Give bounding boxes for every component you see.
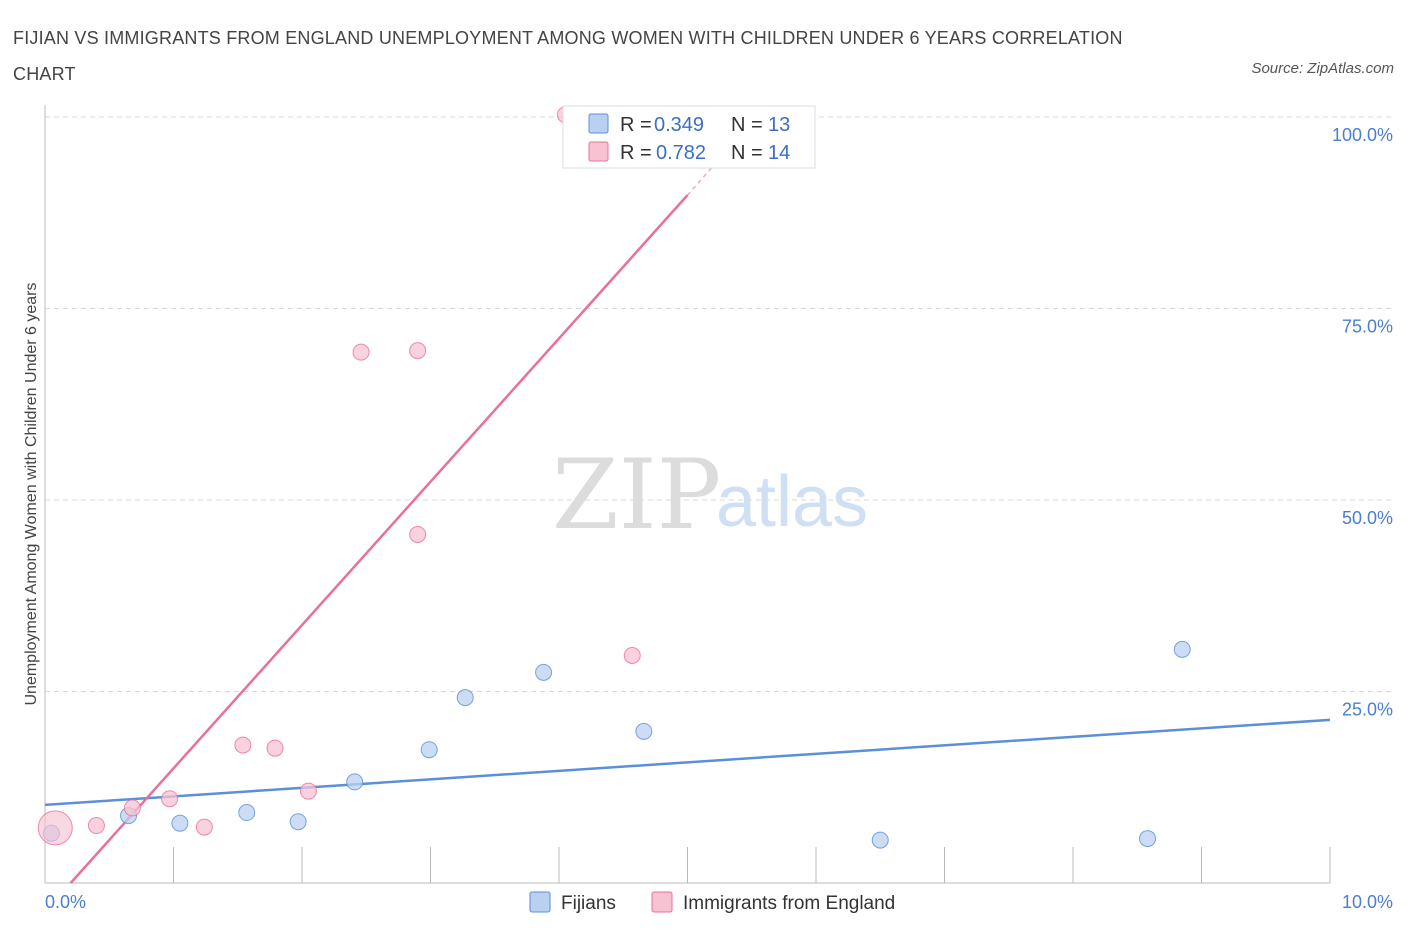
stats-r-label-england: R =	[620, 142, 652, 164]
england-point-5	[234, 736, 252, 754]
trend-line-1	[69, 194, 689, 884]
fijians-point-8	[535, 663, 553, 681]
stats-r-value-england: 0.782	[656, 142, 706, 164]
england-point-9	[409, 342, 427, 360]
chart-title: FIJIAN VS IMMIGRANTS FROM ENGLAND UNEMPL…	[13, 28, 1123, 84]
stats-n-value-fijians: 13	[768, 114, 790, 136]
stats-n-value-england: 14	[768, 142, 790, 164]
fijians-point-5	[346, 773, 364, 791]
legend-swatch-fijians	[529, 891, 551, 913]
england-point-4	[195, 818, 213, 836]
fijians-point-10	[871, 831, 889, 849]
watermark: ZIP atlas	[552, 439, 868, 551]
england-point-8	[352, 343, 370, 361]
trend-line-0	[44, 718, 1331, 807]
y-tick-label-1: 75.0%	[1342, 317, 1393, 337]
series-legend: Fijians Immigrants from England	[529, 891, 895, 914]
england-point-3	[161, 790, 179, 808]
fijians-point-2	[171, 814, 189, 832]
england-point-6	[266, 739, 284, 757]
y-tick-label-2: 50.0%	[1342, 508, 1393, 528]
y-tick-labels: 100.0% 75.0% 50.0% 25.0%	[1332, 125, 1393, 720]
england-point-10	[409, 525, 427, 543]
england-point-1	[87, 817, 105, 835]
legend-label-england: Immigrants from England	[683, 893, 895, 914]
fijians-point-12	[1173, 640, 1191, 658]
england-point-13	[623, 646, 641, 664]
fijians-point-7	[456, 689, 474, 707]
legend-swatch-england	[651, 891, 673, 913]
stats-swatch-england	[588, 141, 609, 162]
watermark-atlas: atlas	[716, 462, 868, 542]
axes	[44, 105, 1331, 884]
england-point-2	[123, 799, 141, 817]
legend-label-fijians: Fijians	[561, 893, 616, 914]
stats-n-label-england: N =	[731, 142, 763, 164]
y-tick-label-3: 25.0%	[1342, 700, 1393, 720]
y-axis-label: Unemployment Among Women with Children U…	[23, 282, 40, 705]
fijians-point-6	[420, 741, 438, 759]
stats-legend: R = 0.349 N = 13 R = 0.782 N = 14	[562, 105, 816, 169]
x-tick-label-max: 10.0%	[1342, 892, 1393, 912]
fijians-point-9	[635, 722, 653, 740]
y-tick-label-0: 100.0%	[1332, 125, 1393, 145]
watermark-zip: ZIP	[552, 439, 721, 551]
gridlines	[45, 116, 1392, 692]
fijians-point-3	[238, 804, 256, 822]
fijians-point-4	[289, 813, 307, 831]
england-point-0	[37, 810, 73, 846]
chart-source: Source: ZipAtlas.com	[1251, 60, 1394, 77]
england-point-7	[299, 782, 317, 800]
fijians-point-11	[1139, 830, 1157, 848]
stats-r-value-fijians: 0.349	[654, 114, 704, 136]
stats-swatch-fijians	[588, 113, 609, 134]
stats-n-label-fijians: N =	[731, 114, 763, 136]
x-tick-label-min: 0.0%	[45, 892, 86, 912]
stats-r-label-fijians: R =	[620, 114, 652, 136]
